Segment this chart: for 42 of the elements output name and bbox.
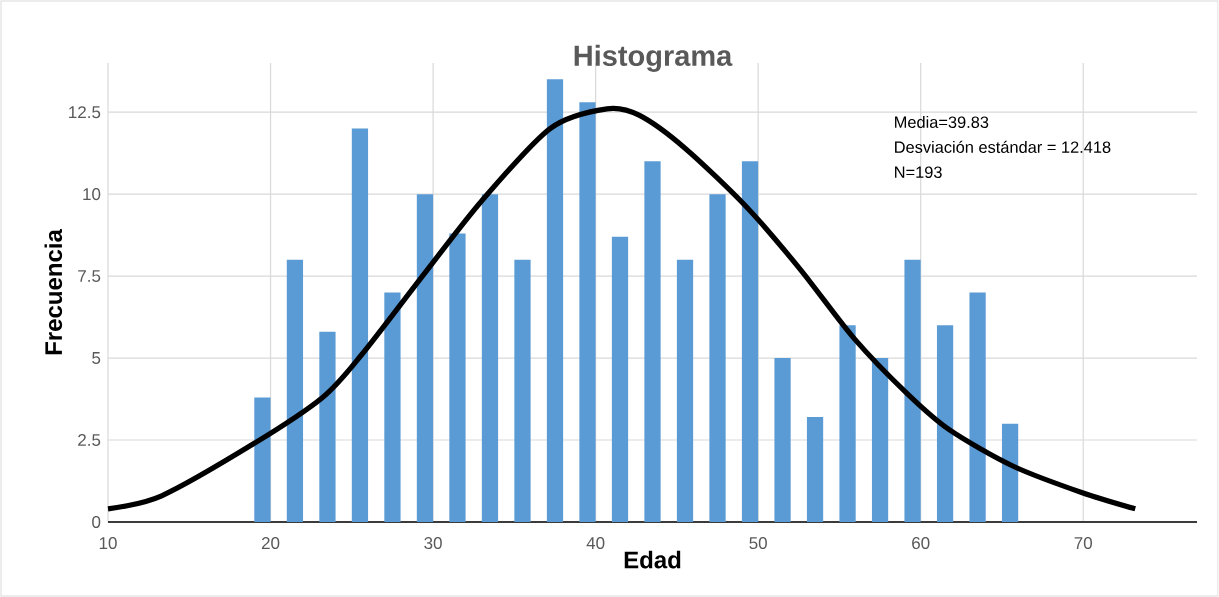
bar [481, 194, 499, 522]
bar [384, 292, 401, 522]
x-tick-label: 30 [424, 537, 442, 550]
x-tick-label: 40 [586, 537, 605, 550]
bar [416, 194, 434, 522]
bar [449, 233, 466, 522]
y-tick-label: 7.5 [78, 270, 101, 283]
annotation: Media=39.83 [895, 115, 989, 128]
y-tick-label: 5 [92, 352, 101, 364]
bar [286, 259, 304, 522]
bar [969, 292, 986, 522]
bar [904, 259, 921, 522]
y-tick-label: 0 [92, 515, 101, 528]
x-axis-title: Edad [624, 550, 681, 569]
bar [611, 236, 629, 522]
annotation: Desviación estándar = 12.418 [895, 140, 1111, 153]
bar [319, 331, 336, 522]
bar [1001, 423, 1019, 522]
bar [709, 194, 726, 522]
bar [351, 128, 369, 522]
x-tick-label: 20 [261, 537, 280, 550]
bar [644, 161, 661, 522]
y-axis-title: Frecuencia [44, 228, 63, 355]
annotation: N=193 [895, 166, 942, 178]
y-tick-label: 12.5 [69, 106, 101, 119]
bar [774, 358, 791, 522]
x-tick-label: 50 [749, 537, 767, 550]
bar [871, 358, 889, 522]
bar [676, 259, 694, 522]
y-tick-label: 10 [83, 188, 101, 201]
bar [806, 417, 824, 522]
bar [936, 325, 954, 522]
chart-title: Histograma [574, 44, 733, 72]
bar [579, 102, 596, 522]
bar [839, 325, 856, 522]
bar [514, 259, 531, 522]
x-tick-label: 70 [1074, 537, 1093, 550]
bar [741, 161, 759, 522]
bar [254, 397, 271, 522]
bar [546, 79, 564, 522]
y-tick-label: 2.5 [78, 434, 101, 447]
x-tick-label: 60 [912, 537, 930, 550]
